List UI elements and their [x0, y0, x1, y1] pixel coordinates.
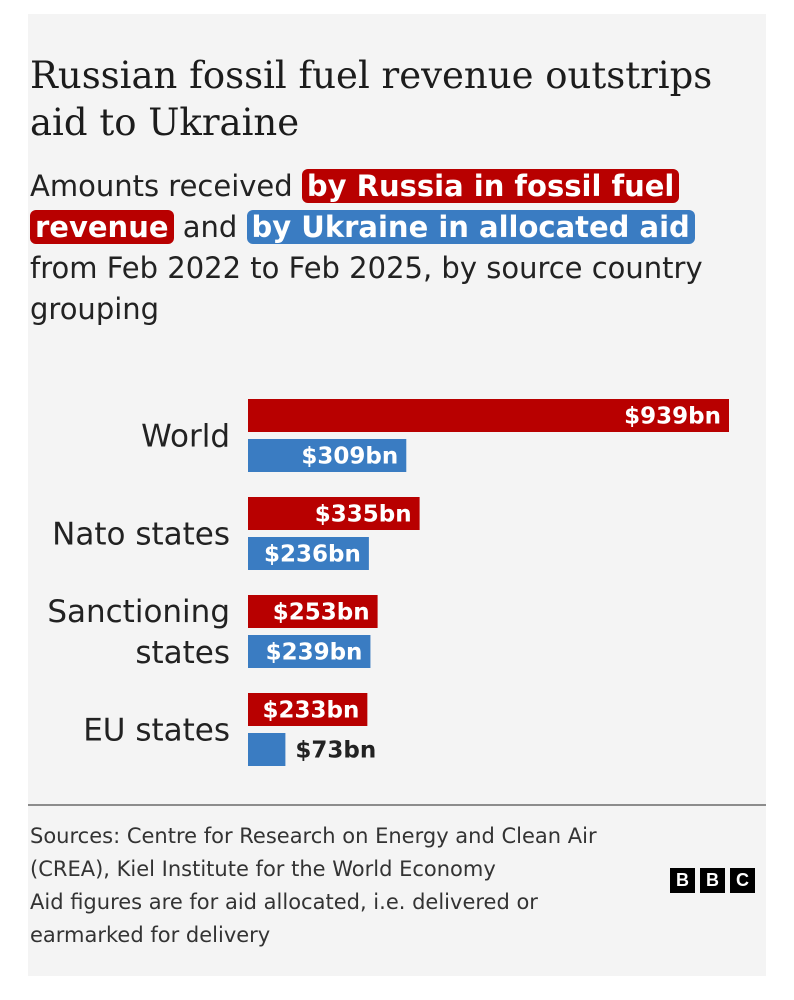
- bar-value-label: $73bn: [295, 738, 376, 764]
- category-label: Sanctioning: [47, 594, 230, 630]
- bar-value-label: $309bn: [301, 444, 398, 470]
- bar-value-label: $233bn: [262, 698, 359, 724]
- bar-value-label: $253bn: [273, 600, 370, 626]
- bar-ukraine: [248, 635, 371, 668]
- category-label: World: [141, 419, 230, 455]
- subtitle-text-start: Amounts received: [30, 169, 302, 203]
- bbc-logo-letter: C: [730, 868, 755, 893]
- bar-value-label: $236bn: [264, 542, 361, 568]
- bar-russia: [248, 399, 729, 432]
- category-label: states: [135, 635, 230, 671]
- bar-russia: [248, 497, 420, 530]
- bar-value-label: $239bn: [266, 640, 363, 666]
- chart-card: Russian fossil fuel revenue outstrips ai…: [28, 14, 766, 976]
- category-label: Nato states: [52, 517, 230, 553]
- legend-ukraine: by Ukraine in allocated aid: [246, 210, 695, 244]
- subtitle-text-end: from Feb 2022 to Feb 2025, by source cou…: [30, 251, 703, 326]
- bar-ukraine: [248, 439, 407, 472]
- bar-value-label: $335bn: [315, 502, 412, 528]
- subtitle-text-and: and: [173, 210, 247, 244]
- bar-ukraine: [248, 733, 286, 766]
- bar-ukraine: [248, 537, 369, 570]
- source-line-aid-note: Aid figures are for aid allocated, i.e. …: [30, 890, 538, 947]
- source-line-sources: Sources: Centre for Research on Energy a…: [30, 824, 597, 881]
- footer-divider: [28, 804, 766, 806]
- bar-value-label: $939bn: [624, 404, 721, 430]
- source-note: Sources: Centre for Research on Energy a…: [30, 820, 650, 952]
- bbc-logo-letter: B: [700, 868, 725, 893]
- chart-title: Russian fossil fuel revenue outstrips ai…: [30, 54, 713, 144]
- chart-subtitle: Amounts received by Russia in fossil fue…: [30, 166, 730, 330]
- bar-russia: [248, 693, 368, 726]
- bar-russia: [248, 595, 378, 628]
- bar-chart: World $939bn $309bn Nato states $335bn $236bn…: [47, 399, 729, 766]
- category-label: EU states: [83, 713, 230, 749]
- bbc-logo-letter: B: [670, 868, 695, 893]
- bbc-logo: B B C: [670, 868, 755, 893]
